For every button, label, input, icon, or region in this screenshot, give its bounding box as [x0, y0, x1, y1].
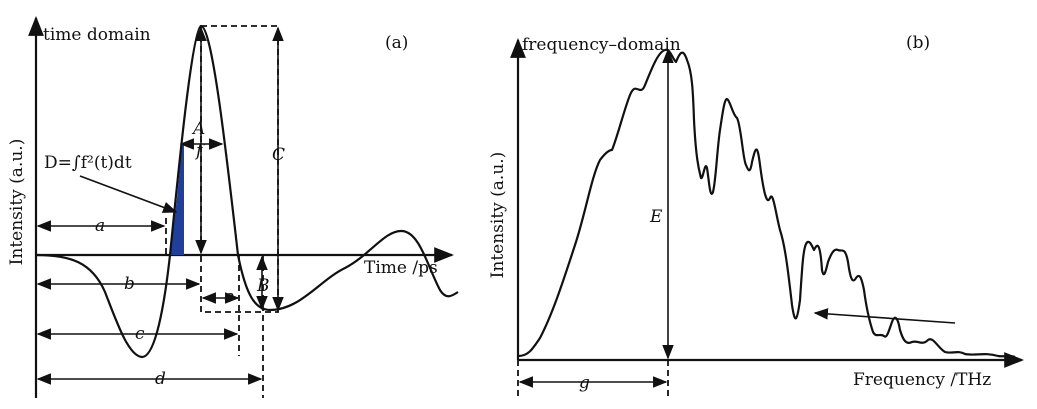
area-d-pointer: [79, 175, 178, 213]
panel-a-tag: (a): [385, 33, 408, 53]
spectrum-pointer: [813, 308, 956, 324]
label-a: a: [95, 216, 105, 236]
label-f: f: [194, 141, 205, 161]
panel-b-x-label: Frequency /THz: [853, 370, 991, 390]
label-d: d: [155, 369, 166, 389]
label-e: e: [224, 287, 234, 307]
label-A: A: [191, 119, 205, 139]
label-g: g: [579, 373, 590, 393]
panel-b: frequency–domain (b) Intensity (a.u.) Fr…: [488, 33, 1024, 400]
panel-b-title: frequency–domain: [522, 35, 681, 55]
area-formula: D=∫f²(t)dt: [44, 153, 132, 173]
panel-a: time domain (a) Intensity (a.u.) Time /p…: [7, 16, 459, 398]
panel-b-tag: (b): [906, 33, 930, 53]
panel-a-x-label: Time /ps: [364, 258, 438, 278]
panel-b-y-label: Intensity (a.u.): [488, 152, 508, 279]
label-C: C: [272, 145, 285, 165]
frequency-spectrum: [517, 48, 1016, 359]
label-B: B: [256, 276, 270, 296]
panel-a-title: time domain: [43, 25, 151, 45]
label-b: b: [124, 274, 135, 294]
time-waveform: [35, 24, 459, 359]
panel-a-y-label: Intensity (a.u.): [7, 139, 27, 266]
label-E: E: [649, 207, 663, 227]
label-c: c: [135, 324, 145, 344]
